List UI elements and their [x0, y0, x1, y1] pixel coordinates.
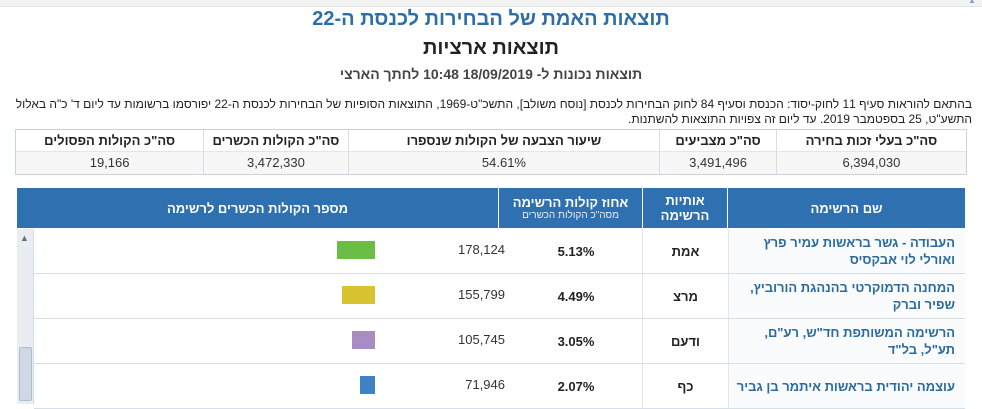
summary-header: סה"כ בעלי זכות בחירה: [776, 130, 966, 152]
summary-value: 6,394,030: [776, 152, 966, 174]
column-header-label: אותיות הרשימה: [660, 193, 710, 223]
summary-header: סה"כ מצביעים: [660, 130, 776, 152]
column-header-label: מספר הקולות הכשרים לרשימה: [166, 200, 349, 216]
column-header-letters[interactable]: אותיות הרשימה: [642, 188, 727, 228]
window-top-strip: ▲: [0, 0, 982, 7]
page-subtitle: תוצאות ארציות: [423, 37, 559, 59]
list-percent: 5.13%: [557, 243, 595, 259]
list-votes-cell: 105,745: [34, 319, 510, 363]
summary-table: סה"כ בעלי זכות בחירה 6,394,030 סה"כ מצבי…: [15, 129, 967, 175]
list-name: המחנה הדמוקרטי בהנהגת הורוביץ, שפיר וברק: [729, 274, 965, 318]
summary-invalid-votes: סה"כ הקולות הפסולים 19,166: [16, 130, 204, 174]
list-letters: אמת: [642, 229, 729, 273]
list-votes-cell: 178,124: [34, 229, 510, 273]
results-table: שם הרשימה אותיות הרשימה אחוז קולות הרשימ…: [17, 188, 965, 409]
summary-value: 54.61%: [348, 152, 660, 174]
votes-bar: [360, 376, 375, 394]
table-row[interactable]: הרשימה המשותפת חד"ש, רע"ם, תע"ל, בל"ד וד…: [34, 319, 965, 364]
summary-valid-votes: סה"כ הקולות הכשרים 3,472,330: [203, 130, 348, 174]
votes-bar: [342, 286, 375, 304]
list-percent: 2.07%: [557, 378, 595, 394]
results-rows: העבודה - גשר בראשות עמיר פרץ ואורלי לוי …: [34, 229, 965, 409]
summary-eligible-voters: סה"כ בעלי זכות בחירה 6,394,030: [775, 130, 966, 174]
table-row[interactable]: עוצמה יהודית בראשות איתמר בן גביר כף 2.0…: [34, 364, 965, 409]
column-header-label: אחוז קולות הרשימה: [512, 195, 629, 210]
scrollbar-thumb[interactable]: [19, 347, 32, 401]
column-header-label: שם הרשימה: [810, 200, 883, 216]
list-name: הרשימה המשותפת חד"ש, רע"ם, תע"ל, בל"ד: [729, 319, 965, 363]
page-scroll-up-icon[interactable]: ▲: [968, 0, 976, 5]
column-header-sublabel: מסה"כ הקולות הכשרים: [522, 210, 619, 221]
results-updated-time: תוצאות נכונות ל- 18/09/2019 10:48 לחתך ה…: [339, 66, 643, 82]
column-header-list-name[interactable]: שם הרשימה: [727, 188, 965, 228]
summary-value: 3,472,330: [204, 152, 348, 174]
table-row[interactable]: העבודה - גשר בראשות עמיר פרץ ואורלי לוי …: [34, 229, 965, 274]
summary-header: סה"כ הקולות הכשרים: [204, 130, 348, 152]
page-title: תוצאות האמת של הבחירות לכנסת ה-22: [312, 8, 670, 30]
list-percent: 3.05%: [557, 333, 595, 349]
legal-notice: בהתאם להוראות סעיף 11 לחוק-יסוד: הכנסת ו…: [15, 97, 972, 126]
summary-voters: סה"כ מצביעים 3,491,496: [659, 130, 776, 174]
summary-value: 3,491,496: [660, 152, 776, 174]
summary-value: 19,166: [16, 152, 204, 174]
column-header-votes[interactable]: מספר הקולות הכשרים לרשימה: [17, 188, 498, 228]
list-votes-cell: 71,946: [34, 364, 510, 408]
list-votes-cell: 155,799: [34, 274, 510, 318]
scroll-up-arrow-icon[interactable]: ▲: [20, 233, 29, 243]
column-header-percent[interactable]: אחוז קולות הרשימה מסה"כ הקולות הכשרים: [498, 188, 642, 228]
votes-bar: [352, 331, 375, 349]
list-votes: 71,946: [465, 377, 505, 392]
table-row[interactable]: המחנה הדמוקרטי בהנהגת הורוביץ, שפיר וברק…: [34, 274, 965, 319]
list-votes: 105,745: [458, 332, 505, 347]
summary-turnout: שיעור הצבעה של הקולות שנספרו 54.61%: [347, 130, 660, 174]
list-votes: 178,124: [458, 242, 505, 257]
list-percent: 4.49%: [557, 288, 595, 304]
list-votes: 155,799: [458, 287, 505, 302]
list-letters: כף: [642, 364, 729, 408]
list-name: העבודה - גשר בראשות עמיר פרץ ואורלי לוי …: [729, 229, 965, 273]
list-letters: ודעם: [642, 319, 729, 363]
list-letters: מרצ: [642, 274, 729, 318]
results-scrollbar[interactable]: ▲: [17, 229, 34, 404]
list-name: עוצמה יהודית בראשות איתמר בן גביר: [729, 364, 965, 408]
summary-header: סה"כ הקולות הפסולים: [16, 130, 204, 152]
results-table-header: שם הרשימה אותיות הרשימה אחוז קולות הרשימ…: [17, 188, 965, 228]
votes-bar: [337, 241, 375, 259]
summary-header: שיעור הצבעה של הקולות שנספרו: [348, 130, 660, 152]
